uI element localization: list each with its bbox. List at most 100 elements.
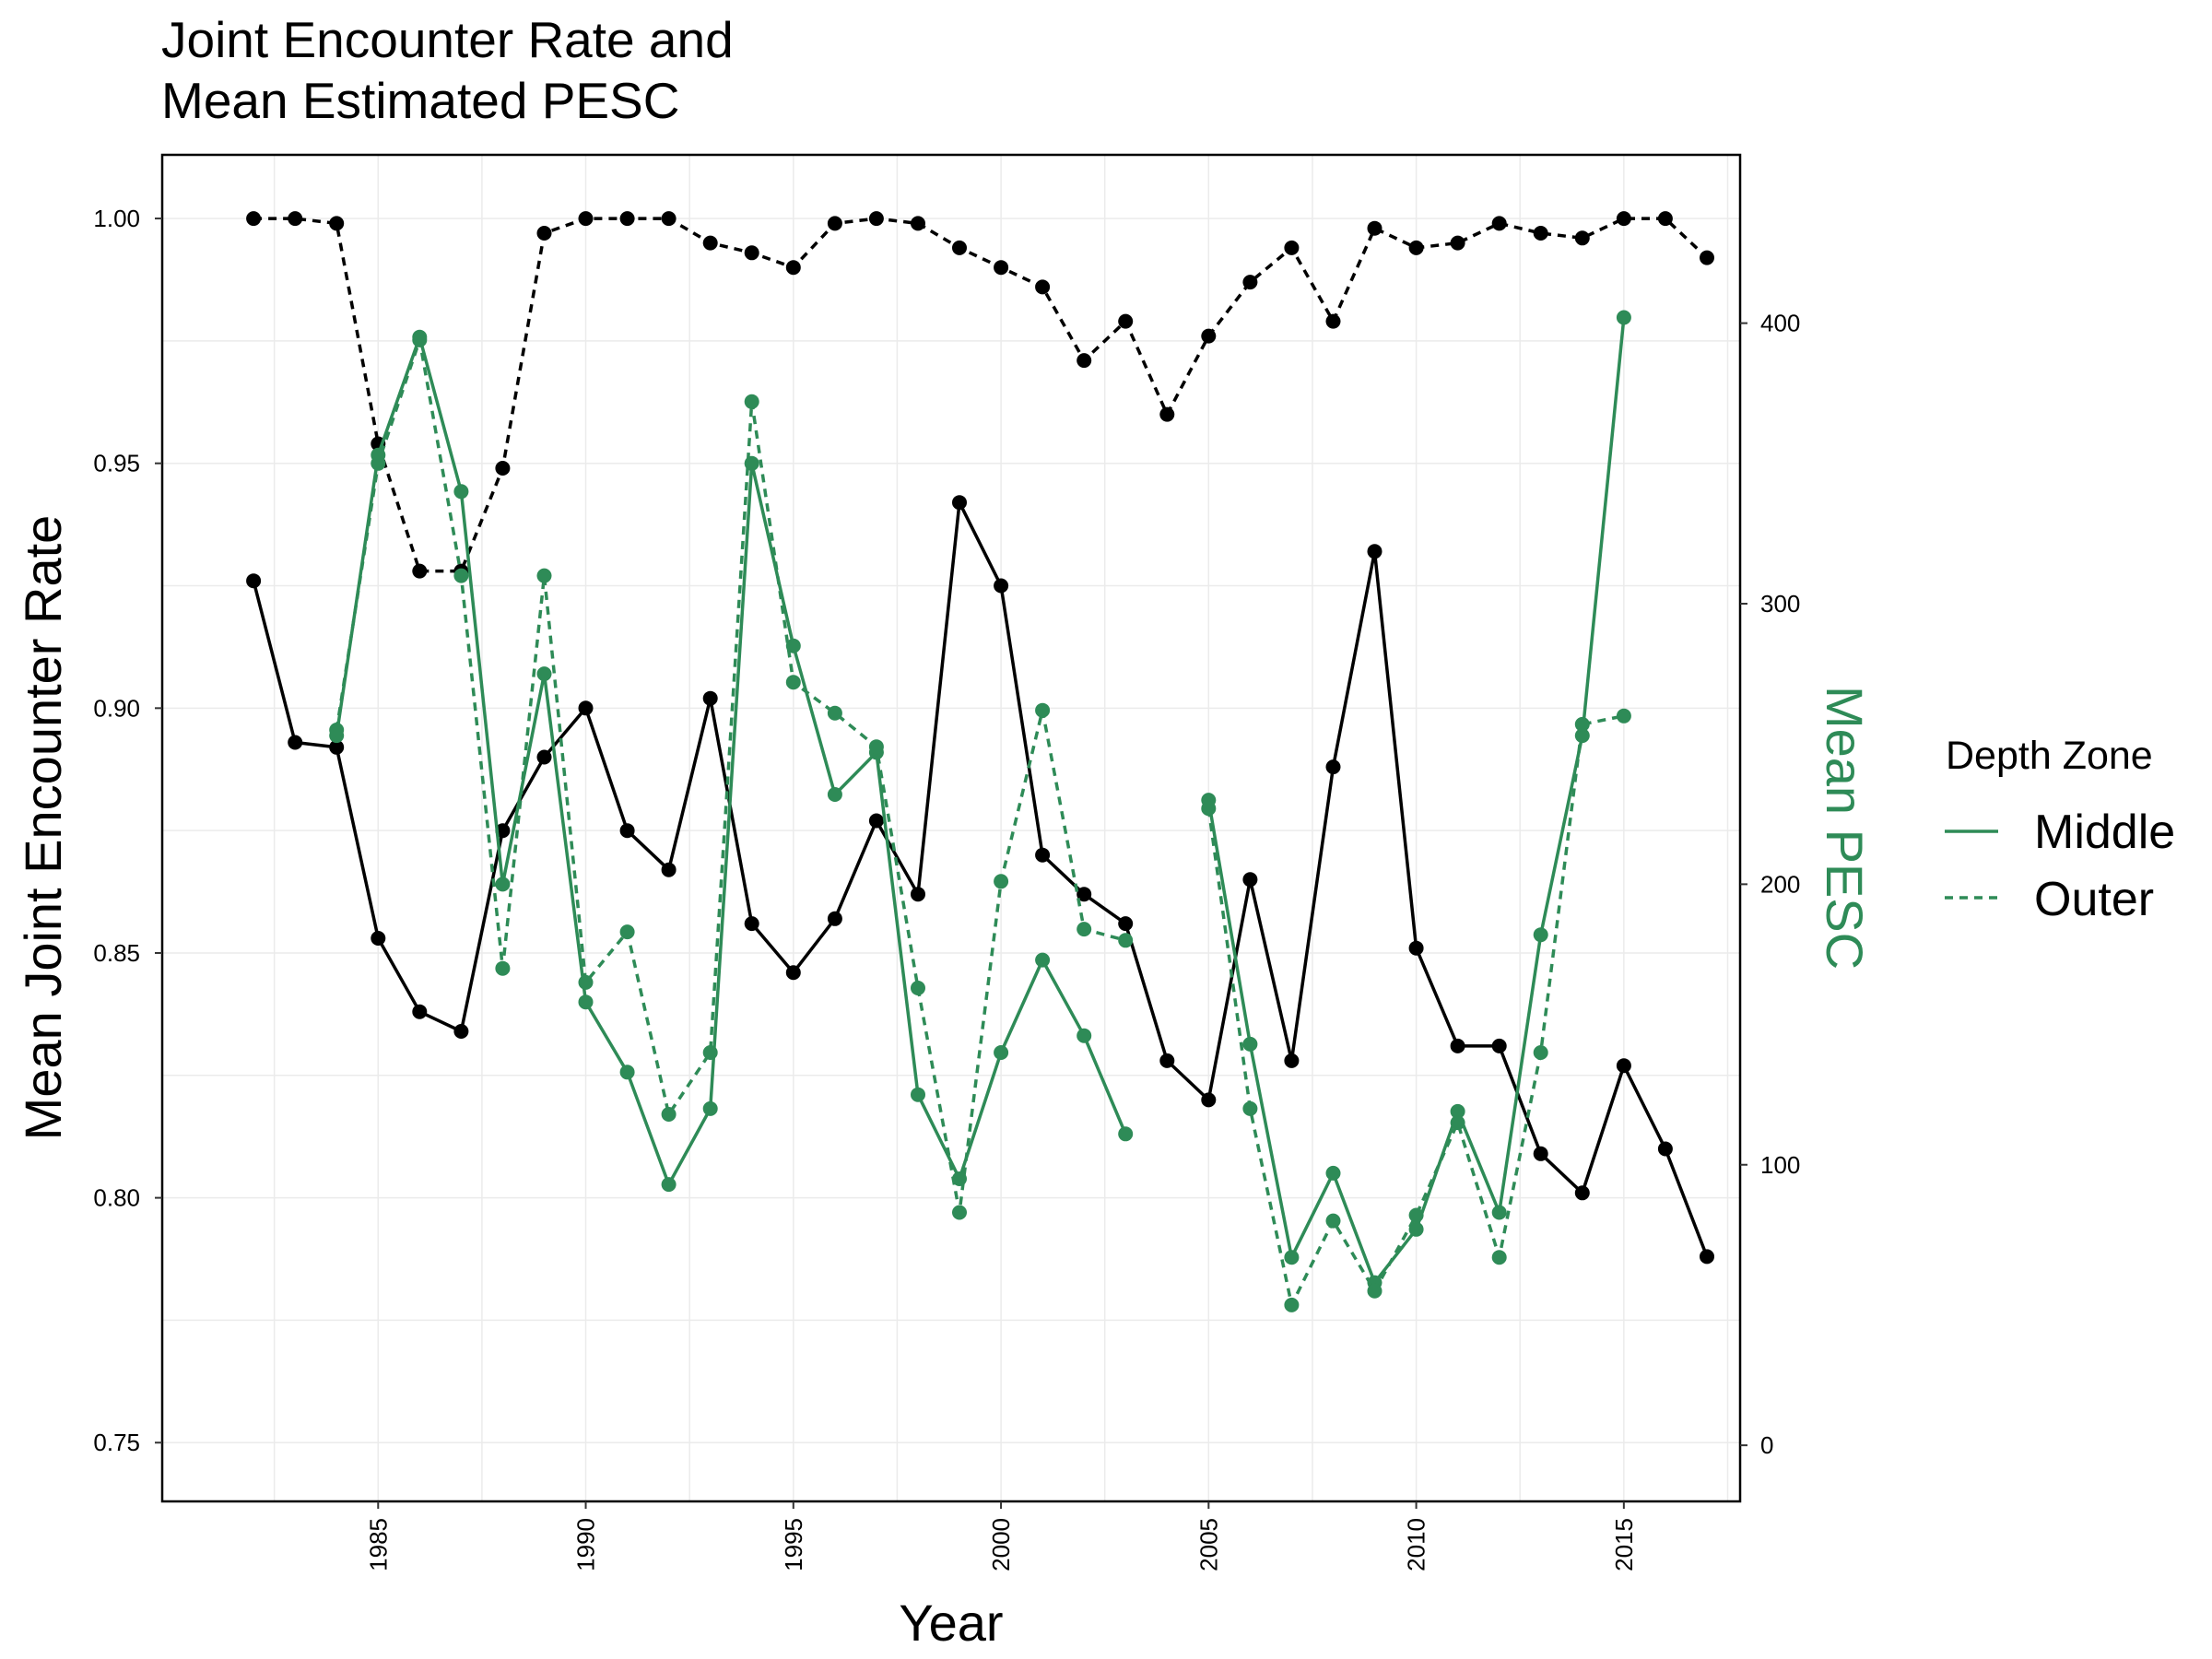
series-1-point [1367, 220, 1382, 236]
series-2-point [661, 1177, 677, 1193]
plot-panel-border [160, 153, 1742, 1503]
series-1-point [578, 211, 594, 227]
series-3-point [453, 568, 469, 583]
series-1-point [702, 235, 718, 251]
series-2-point [1616, 310, 1631, 325]
chart-title-line-2: Mean Estimated PESC [161, 72, 679, 129]
legend-title: Depth Zone [1946, 734, 2153, 778]
series-2-point [702, 1100, 718, 1116]
series-2-point [1325, 1165, 1341, 1181]
series-0-point [1700, 1249, 1714, 1265]
series-3-point [1533, 1045, 1548, 1060]
series-0-point [1077, 887, 1092, 902]
x-axis-label: Year [899, 1594, 1003, 1652]
series-2-point [1450, 1103, 1465, 1119]
series-3-point [1242, 1100, 1258, 1116]
x-tick-label: 1985 [364, 1518, 392, 1571]
series-1-point [1035, 279, 1051, 295]
series-1-point [1242, 275, 1258, 290]
series-1-line [253, 217, 1709, 573]
series-2-point [1533, 927, 1548, 943]
series-1-point [868, 211, 884, 227]
series-2-point [1242, 1036, 1258, 1052]
series-0-point [288, 735, 303, 750]
series-3-point [827, 705, 842, 721]
series-0-point [246, 573, 262, 589]
legend-label-middle: Middle [2034, 806, 2175, 859]
series-0-point [744, 916, 759, 932]
x-tick-label: 1990 [572, 1518, 600, 1571]
series-1-point [1159, 406, 1175, 422]
series-0-point [785, 965, 801, 981]
x-tick-label: 2000 [987, 1518, 1015, 1571]
series-1-point [1284, 240, 1300, 255]
series-0-point [412, 1004, 428, 1019]
series-3-point [412, 332, 428, 347]
series-1-point [1408, 240, 1424, 255]
series-2-point [578, 994, 594, 1010]
y-tick-label: 0.95 [93, 450, 140, 477]
series-1-point [619, 211, 635, 227]
series-2-point [536, 666, 552, 682]
series-2-point [1118, 1126, 1134, 1142]
legend: Depth Zone Middle Outer [1945, 734, 2175, 926]
series-2-point [1035, 952, 1051, 968]
series-3-point [1284, 1297, 1300, 1312]
series-1-point [495, 461, 511, 476]
series-3-point [495, 960, 511, 976]
series-2-line [335, 335, 1127, 1186]
series-3-point [536, 568, 552, 583]
y2-axis-label: Mean PESC [1816, 686, 1874, 970]
series-3-point [1491, 1250, 1507, 1265]
series-3-point [785, 675, 801, 690]
series-3-point [994, 874, 1009, 889]
y-tick-label: 0.90 [93, 694, 140, 722]
series-1-point [1574, 230, 1590, 246]
series-0-point [1325, 759, 1341, 775]
series-1-point [952, 240, 967, 255]
data-series [246, 211, 1714, 1312]
series-0-point [1533, 1146, 1548, 1161]
series-0-point [536, 749, 552, 765]
series-0-line [252, 500, 1709, 1258]
series-1-point [329, 216, 345, 231]
series-1-point [911, 216, 925, 231]
y-tick-label: 0.75 [93, 1429, 140, 1456]
y2-tick-label: 100 [1760, 1151, 1800, 1179]
y-tick-label: 1.00 [93, 205, 140, 232]
series-1-point [1201, 328, 1217, 344]
series-0-point [1118, 916, 1134, 932]
series-0-point [1574, 1185, 1590, 1201]
series-1-point [1700, 250, 1714, 265]
series-3-point [1201, 801, 1217, 817]
series-2-point [495, 877, 511, 892]
series-0-point [1491, 1038, 1507, 1053]
series-1-point [412, 563, 428, 579]
series-1-point [1491, 216, 1507, 231]
series-3-point [1077, 922, 1092, 937]
series-0-point [827, 911, 842, 926]
series-0-point [1242, 872, 1258, 888]
series-1-point [661, 211, 677, 227]
series-3-point [1367, 1283, 1382, 1299]
x-tick-label: 2005 [1194, 1518, 1222, 1571]
y2-tick-label: 300 [1760, 590, 1800, 618]
legend-label-outer: Outer [2034, 873, 2154, 926]
series-3-point [1325, 1213, 1341, 1229]
y-tick-label: 0.80 [93, 1184, 140, 1212]
series-0-point [1616, 1058, 1631, 1074]
series-3-point [1616, 708, 1631, 724]
series-1-point [1077, 353, 1092, 369]
series-3-point [1408, 1207, 1424, 1223]
series-2-point [1077, 1028, 1092, 1043]
series-3-point [371, 455, 386, 471]
series-2-point [911, 1087, 925, 1102]
grid-lines [162, 155, 1740, 1501]
series-3-point [868, 739, 884, 755]
series-0-point [911, 887, 925, 902]
series-1-point [1657, 211, 1673, 227]
series-2-point [827, 787, 842, 802]
series-1-point [246, 211, 262, 227]
series-3-point [911, 981, 925, 995]
